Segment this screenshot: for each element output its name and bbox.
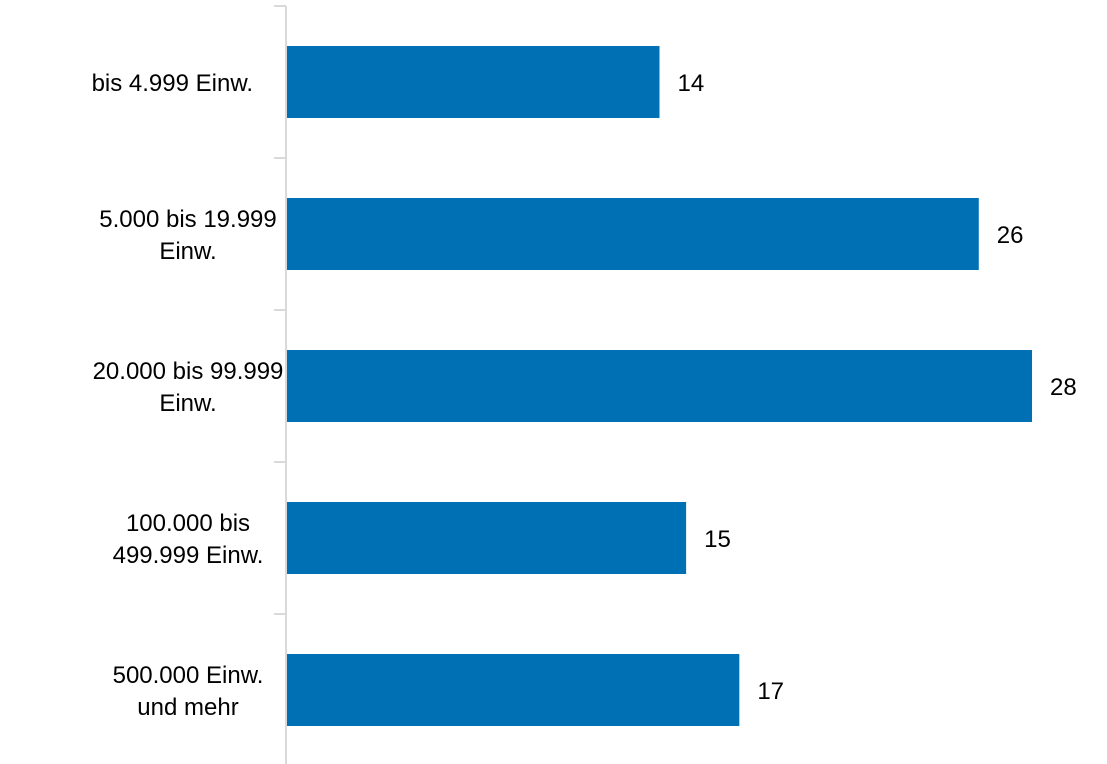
category-label-line: 500.000 Einw.	[113, 662, 264, 689]
bar	[287, 46, 660, 118]
bar	[287, 198, 979, 270]
category-labels: bis 4.999 Einw.5.000 bis 19.999 Einw.20.0…	[92, 70, 284, 721]
category-label-line: 499.999 Einw.	[113, 542, 264, 569]
category-label: 100.000 bis 499.999 Einw.	[113, 510, 264, 569]
data-label: 15	[704, 526, 731, 553]
bar	[287, 350, 1032, 422]
category-label-line: Einw.	[159, 390, 216, 417]
category-label: bis 4.999 Einw.	[92, 70, 253, 97]
bar	[287, 502, 687, 574]
category-label-line: 5.000 bis 19.999	[99, 206, 276, 233]
y-axis	[274, 5, 287, 764]
category-label-line: 100.000 bis	[126, 510, 250, 537]
data-label: 28	[1050, 374, 1077, 401]
value-labels: 14 26 28 15 17	[678, 70, 1077, 705]
category-label-line: Einw.	[159, 238, 216, 265]
category-label-line: bis 4.999 Einw.	[92, 70, 253, 97]
data-label: 14	[678, 70, 705, 97]
data-label: 26	[997, 222, 1024, 249]
category-label: 5.000 bis 19.999 Einw.	[99, 206, 276, 265]
data-label: 17	[757, 678, 784, 705]
category-label-line: und mehr	[137, 694, 238, 721]
category-label: 20.000 bis 99.999 Einw.	[93, 358, 284, 417]
bars	[287, 46, 1032, 726]
category-label: 500.000 Einw. und mehr	[113, 662, 264, 721]
bar	[287, 654, 740, 726]
category-label-line: 20.000 bis 99.999	[93, 358, 284, 385]
